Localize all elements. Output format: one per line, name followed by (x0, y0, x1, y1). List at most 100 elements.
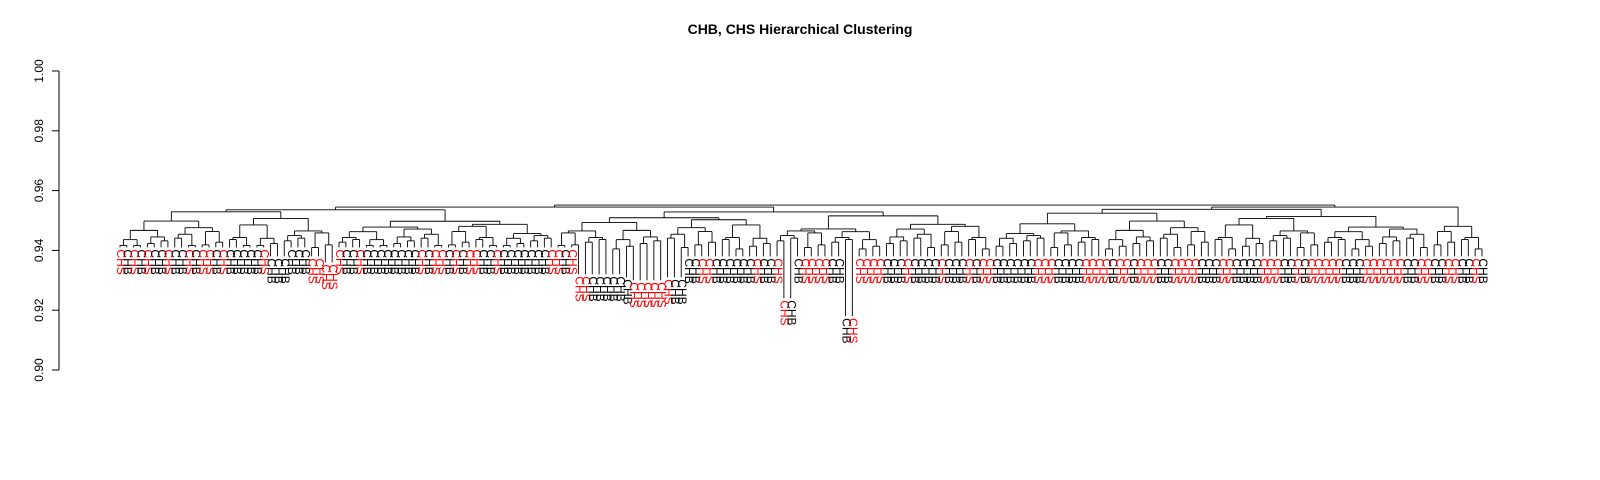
leaf-label: CHB (223, 249, 237, 274)
leaf-label: CHS (463, 249, 477, 274)
leaf-label: CHS (661, 279, 675, 304)
leaf-label: CHB (483, 249, 497, 274)
leaf-label: CHB (1455, 258, 1469, 283)
leaf-label: CHB (1346, 258, 1360, 283)
leaf-label: CHB (764, 258, 778, 283)
leaf-label: CHS (1257, 258, 1271, 283)
leaf-label: CHB (442, 249, 456, 274)
leaf-label: CHB (1353, 258, 1367, 283)
leaf-label: CHS (1373, 258, 1387, 283)
leaf-label: CHS (196, 249, 210, 274)
leaf-label: CHB (1339, 258, 1353, 283)
leaf-label: CHB (388, 249, 402, 274)
leaf-label: CHS (1318, 258, 1332, 283)
leaf-label: CHB (956, 258, 970, 283)
leaf-label: CHS (182, 249, 196, 274)
leaf-label: CHS (470, 249, 484, 274)
leaf-label: CHB (408, 249, 422, 274)
leaf-label: CHS (1099, 258, 1113, 283)
leaf-label: CHB (264, 258, 278, 283)
leaf-label: CHB (367, 249, 381, 274)
leaf-labels: CHSCHBCHSCHBCHSCHBCHBCHSCHBCHBCHSCHBCHSC… (114, 249, 1490, 343)
leaf-label: CHB (1161, 258, 1175, 283)
leaf-label: CHB (689, 258, 703, 283)
leaf-label: CHS (1387, 258, 1401, 283)
y-tick-label: 0.94 (32, 238, 46, 262)
leaf-label: CHB (613, 276, 627, 301)
leaf-label: CHB (134, 249, 148, 274)
leaf-label: CHS (141, 249, 155, 274)
leaf-label: CHS (203, 249, 217, 274)
leaf-label: CHB (832, 258, 846, 283)
leaf-label: CHS (312, 258, 326, 283)
leaf-label: CHS (750, 258, 764, 283)
leaf-label: CHB (990, 258, 1004, 283)
leaf-label: CHB (593, 276, 607, 301)
leaf-label: CHS (1414, 258, 1428, 283)
leaf-label: CHS (1380, 258, 1394, 283)
leaf-label: CHS (819, 258, 833, 283)
leaf-label: CHB (949, 258, 963, 283)
leaf-label: CHB (511, 249, 525, 274)
leaf-label: CHS (1140, 258, 1154, 283)
leaf-label: CHS (805, 258, 819, 283)
dendrogram-branches (119, 204, 1483, 317)
leaf-label: CHS (1305, 258, 1319, 283)
leaf-label: CHS (1182, 258, 1196, 283)
y-tick-label: 1.00 (32, 59, 46, 83)
leaf-label: CHB (716, 258, 730, 283)
leaf-label: CHS (1031, 258, 1045, 283)
leaf-label: CHS (983, 258, 997, 283)
leaf-label: CHB (1106, 258, 1120, 283)
leaf-label: CHS (1216, 258, 1230, 283)
leaf-label: CHS (1325, 258, 1339, 283)
leaf-label: CHB (401, 249, 415, 274)
leaf-label: CHB (175, 249, 189, 274)
leaf-label: CHS (634, 282, 648, 307)
leaf-label: CHS (1045, 258, 1059, 283)
leaf-label: CHB (607, 276, 621, 301)
leaf-label: CHB (292, 249, 306, 274)
leaf-label: CHS (846, 318, 860, 343)
leaf-label: CHB (1401, 258, 1415, 283)
leaf-label: CHS (545, 249, 559, 274)
leaf-label: CHS (319, 264, 333, 289)
leaf-label: CHB (757, 258, 771, 283)
leaf-label: CHS (778, 300, 792, 325)
leaf-label: CHB (737, 258, 751, 283)
leaf-label: CHS (935, 258, 949, 283)
leaf-label: CHB (1236, 258, 1250, 283)
y-tick-label: 0.98 (32, 119, 46, 143)
leaf-label: CHS (1188, 258, 1202, 283)
leaf-label: CHB (880, 258, 894, 283)
leaf-label: CHB (524, 249, 538, 274)
chart-title: CHB, CHS Hierarchical Clustering (688, 21, 913, 37)
leaf-label: CHS (648, 282, 662, 307)
leaf-label: CHB (456, 249, 470, 274)
leaf-label: CHB (237, 249, 251, 274)
y-tick-label: 0.90 (32, 358, 46, 382)
leaf-label: CHB (531, 249, 545, 274)
leaf-label: CHS (1359, 258, 1373, 283)
leaf-label: CHB (1407, 258, 1421, 283)
leaf-label: CHB (374, 249, 388, 274)
leaf-label: CHB (1250, 258, 1264, 283)
leaf-label: CHB (709, 258, 723, 283)
leaf-label: CHB (210, 249, 224, 274)
leaf-label: CHB (730, 258, 744, 283)
leaf-label: CHB (1072, 258, 1086, 283)
leaf-label: CHB (1024, 258, 1038, 283)
leaf-label: CHB (785, 300, 799, 325)
leaf-label: CHS (1120, 258, 1134, 283)
leaf-label: CHB (1209, 258, 1223, 283)
leaf-label: CHS (436, 249, 450, 274)
leaf-label: CHB (538, 249, 552, 274)
leaf-label: CHB (155, 249, 169, 274)
leaf-label: CHB (1476, 258, 1490, 283)
leaf-label: CHB (1127, 258, 1141, 283)
leaf-label: CHS (258, 249, 272, 274)
leaf-label: CHB (360, 249, 374, 274)
leaf-label: CHB (1058, 258, 1072, 283)
leaf-label: CHS (627, 282, 641, 307)
